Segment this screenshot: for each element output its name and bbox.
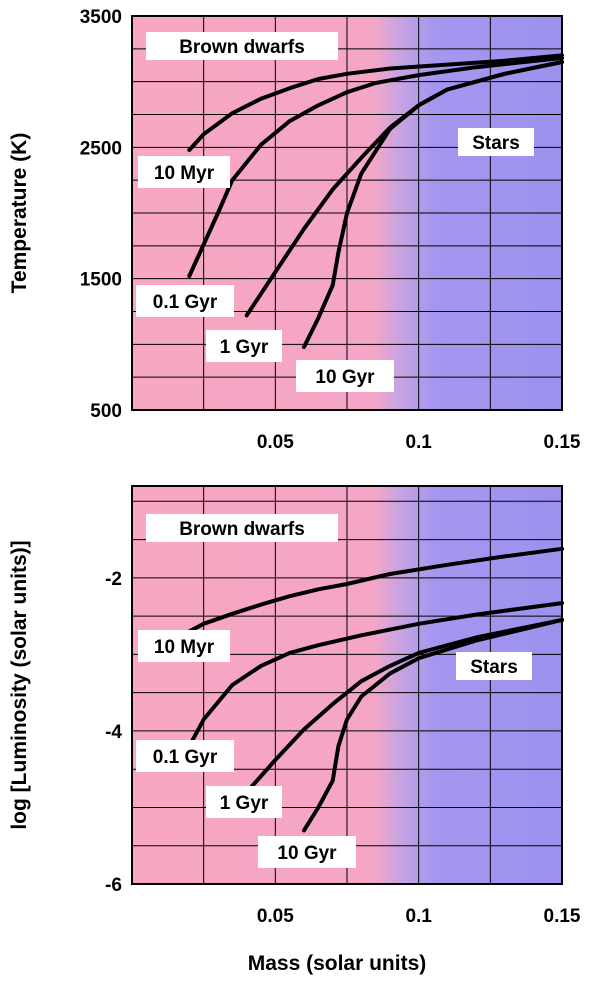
series-label-10-myr: 10 Myr — [138, 630, 230, 662]
y-tick-label: -4 — [105, 722, 122, 743]
svg-text:1 Gyr: 1 Gyr — [220, 337, 269, 358]
svg-text:Brown dwarfs: Brown dwarfs — [179, 37, 305, 58]
temperature-chart: 500 1500 2500 3500 0.05 0.1 0.15 Temperature (K… — [8, 7, 581, 453]
series-label-10-gyr: 10 Gyr — [296, 360, 394, 392]
series-label-1-gyr: 1 Gyr — [206, 786, 282, 818]
x-tick-label: 0.15 — [544, 432, 581, 453]
region-label-stars: Stars — [458, 128, 534, 156]
isochrone-line-10-gyr — [302, 60, 564, 349]
y-tick-label: 3500 — [80, 7, 122, 28]
y-tick-label: 500 — [90, 401, 122, 422]
x-tick-label: 0.1 — [405, 906, 432, 927]
svg-text:0.1 Gyr: 0.1 Gyr — [153, 747, 218, 768]
region-label-stars: Stars — [456, 652, 532, 680]
svg-text:1 Gyr: 1 Gyr — [220, 793, 269, 814]
x-tick-label: 0.05 — [257, 432, 294, 453]
x-tick-label: 0.05 — [257, 906, 294, 927]
svg-text:Stars: Stars — [470, 657, 518, 678]
plot-frame — [131, 15, 563, 411]
x-tick-label: 0.1 — [405, 432, 432, 453]
svg-text:Brown dwarfs: Brown dwarfs — [179, 519, 305, 540]
series-label-1-gyr: 1 Gyr — [206, 330, 282, 362]
series-label-0-1-gyr: 0.1 Gyr — [136, 285, 234, 317]
x-tick-label: 0.15 — [544, 906, 581, 927]
series-label-10-myr: 10 Myr — [138, 156, 230, 188]
y-tick-label: -6 — [105, 875, 122, 896]
svg-text:Stars: Stars — [472, 133, 520, 154]
isochrone-line-10-myr — [187, 546, 564, 634]
y-axis-title: log [Luminosity (solar units)] — [8, 540, 31, 829]
isochrone-line-0-1-gyr — [187, 601, 564, 749]
y-tick-label: 2500 — [80, 138, 122, 159]
isochrone-line-0-1-gyr — [187, 56, 564, 278]
svg-text:10 Myr: 10 Myr — [154, 637, 215, 658]
y-tick-label: 1500 — [80, 270, 122, 291]
y-tick-label: -2 — [105, 569, 122, 590]
plot-frame — [131, 485, 563, 885]
isochrone-line-10-myr — [187, 53, 564, 152]
series-label-0-1-gyr: 0.1 Gyr — [136, 740, 234, 772]
isochrone-line-1-gyr — [244, 617, 564, 795]
svg-text:0.1 Gyr: 0.1 Gyr — [153, 292, 218, 313]
series-label-10-gyr: 10 Gyr — [258, 836, 356, 868]
svg-text:10 Gyr: 10 Gyr — [277, 843, 337, 864]
isochrone-line-10-gyr — [302, 617, 564, 833]
x-axis-title: Mass (solar units) — [248, 952, 427, 975]
svg-text:10 Myr: 10 Myr — [154, 163, 215, 184]
luminosity-chart: -2 -4 -6 0.05 0.1 0.15 log [Luminosity (solar … — [8, 485, 581, 975]
y-axis-title: Temperature (K) — [8, 133, 31, 294]
svg-text:10 Gyr: 10 Gyr — [315, 367, 375, 388]
region-label-brown-dwarfs: Brown dwarfs — [146, 32, 338, 60]
region-label-brown-dwarfs: Brown dwarfs — [146, 514, 338, 542]
